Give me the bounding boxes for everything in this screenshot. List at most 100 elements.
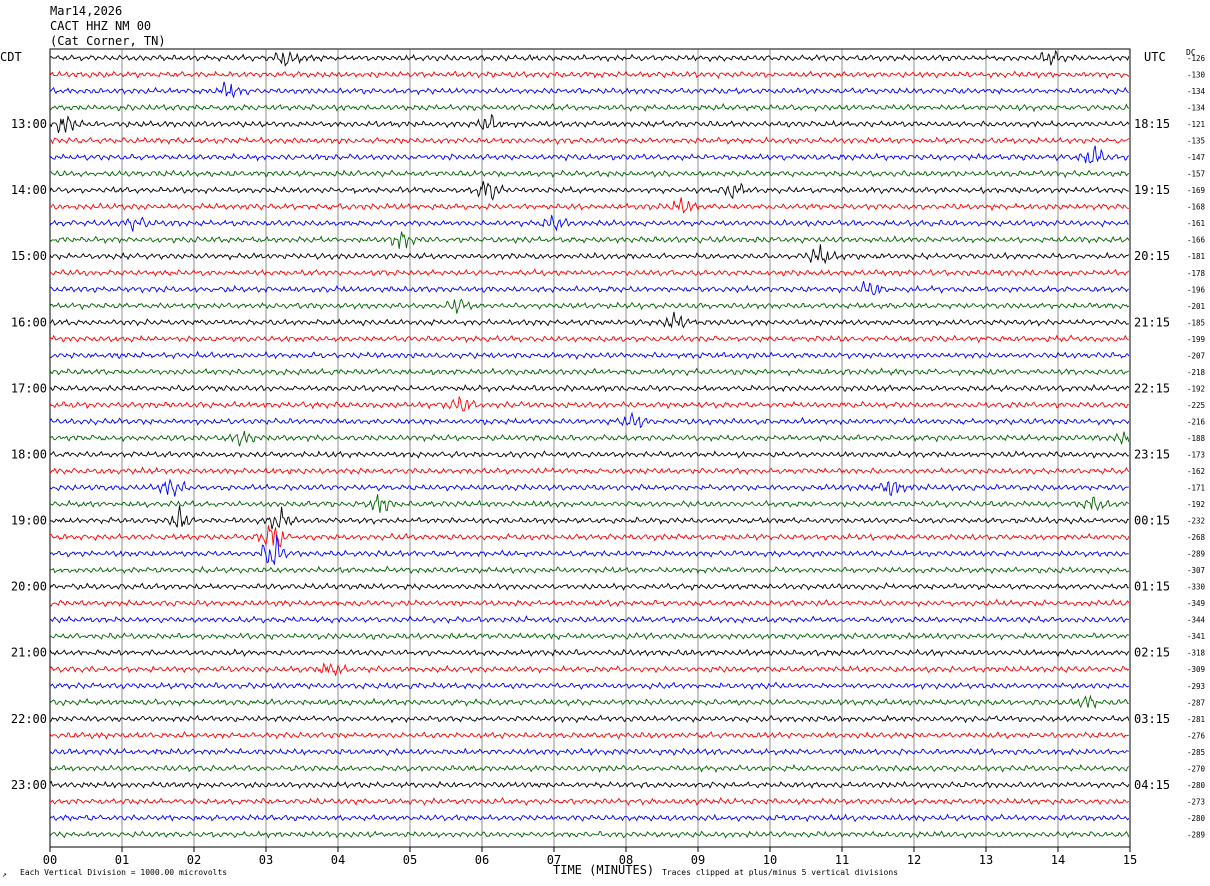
plot-date: Mar14,2026 xyxy=(50,4,123,18)
right-hour-label: 19:15 xyxy=(1134,183,1170,197)
right-hour-label: 00:15 xyxy=(1134,514,1170,528)
right-hour-label: 03:15 xyxy=(1134,712,1170,726)
dc-offset-label: -134 xyxy=(1187,87,1206,96)
x-tick-label: 10 xyxy=(763,853,777,867)
dc-offset-label: -169 xyxy=(1187,186,1205,195)
left-hour-label: 13:00 xyxy=(11,117,47,131)
dc-offset-label: -281 xyxy=(1187,715,1205,724)
dc-offset-label: -270 xyxy=(1187,764,1206,773)
dc-offset-label: -318 xyxy=(1187,649,1206,658)
dc-offset-label: -121 xyxy=(1187,120,1205,129)
seismic-trace xyxy=(49,631,1130,641)
dc-offset-label: -293 xyxy=(1187,682,1205,691)
plot-frame xyxy=(49,48,1131,848)
left-hour-label: 21:00 xyxy=(11,646,47,660)
seismic-trace xyxy=(49,367,1130,377)
seismic-trace xyxy=(49,215,1129,232)
seismic-trace xyxy=(49,395,1129,412)
x-tick-label: 11 xyxy=(835,853,849,867)
x-tick-label: 08 xyxy=(619,853,633,867)
seismic-trace xyxy=(49,582,1129,591)
left-hour-label: 15:00 xyxy=(11,249,47,263)
seismic-trace xyxy=(49,466,1130,475)
seismic-trace xyxy=(49,81,1129,99)
x-tick-label: 07 xyxy=(547,853,561,867)
dc-offset-label: -309 xyxy=(1187,665,1205,674)
right-hour-label: 23:15 xyxy=(1134,447,1170,461)
right-hour-label: 18:15 xyxy=(1134,117,1170,131)
scale-note: Each Vertical Division = 1000.00 microvo… xyxy=(20,868,228,877)
dc-offset-label: -135 xyxy=(1187,137,1205,146)
dc-offset-label: -134 xyxy=(1187,104,1206,113)
dc-offset-label: -276 xyxy=(1187,731,1206,740)
clip-note: Traces clipped at plus/minus 5 vertical … xyxy=(662,868,899,877)
seismic-trace xyxy=(49,181,1129,201)
seismic-trace xyxy=(49,169,1130,179)
x-tick-label: 00 xyxy=(43,853,57,867)
dc-offset-label: -289 xyxy=(1187,830,1205,839)
dc-offset-label: -161 xyxy=(1187,219,1205,228)
seismic-trace xyxy=(49,334,1129,344)
seismic-trace xyxy=(49,494,1130,513)
x-tick-label: 06 xyxy=(475,853,489,867)
corner-mark: ↗ xyxy=(2,870,7,879)
x-tick-label: 12 xyxy=(907,853,921,867)
seismic-trace xyxy=(49,763,1130,774)
left-hour-label: 18:00 xyxy=(11,447,47,461)
dc-offset-label: -199 xyxy=(1187,335,1205,344)
seismic-trace xyxy=(49,383,1130,393)
dc-offset-label: -289 xyxy=(1187,550,1205,559)
right-hour-label: 22:15 xyxy=(1134,381,1170,395)
seismic-trace xyxy=(49,145,1130,164)
dc-offset-label: -147 xyxy=(1187,153,1205,162)
x-axis-title: TIME (MINUTES) xyxy=(553,863,655,877)
right-hour-label: 01:15 xyxy=(1134,580,1170,594)
right-hour-label: 02:15 xyxy=(1134,646,1170,660)
dc-offset-label: -192 xyxy=(1187,500,1205,509)
seismic-trace xyxy=(49,534,1129,565)
seismic-trace xyxy=(49,813,1130,823)
x-tick-label: 09 xyxy=(691,853,705,867)
seismic-trace xyxy=(49,244,1130,265)
left-hour-label: 17:00 xyxy=(11,381,47,395)
seismic-trace xyxy=(49,102,1130,113)
dc-offset-label: -330 xyxy=(1187,583,1206,592)
dc-offset-label: -307 xyxy=(1187,566,1205,575)
seismic-trace xyxy=(49,662,1130,676)
dc-offset-label: -218 xyxy=(1187,368,1206,377)
seismic-trace xyxy=(49,730,1129,740)
seismic-trace xyxy=(49,615,1129,624)
left-hour-label: 16:00 xyxy=(11,315,47,329)
seismic-trace xyxy=(49,113,1130,134)
seismic-trace xyxy=(49,830,1130,839)
dc-offset-label: -166 xyxy=(1187,236,1206,245)
x-tick-label: 02 xyxy=(187,853,201,867)
dc-offset-label: -126 xyxy=(1187,54,1206,63)
dc-offset-label: -168 xyxy=(1187,203,1206,212)
dc-offset-label: -287 xyxy=(1187,698,1205,707)
x-tick-label: 03 xyxy=(259,853,273,867)
right-hour-label: 20:15 xyxy=(1134,249,1170,263)
dc-offset-label: -178 xyxy=(1187,269,1206,278)
left-hour-label: 23:00 xyxy=(11,778,47,792)
right-hour-label: 21:15 xyxy=(1134,315,1170,329)
dc-offset-label: -171 xyxy=(1187,484,1205,493)
seismic-trace xyxy=(49,796,1130,806)
left-hour-label: 19:00 xyxy=(11,514,47,528)
left-hour-label: 14:00 xyxy=(11,183,47,197)
left-hour-label: 20:00 xyxy=(11,580,47,594)
left-timezone-label: CDT xyxy=(0,50,22,64)
seismic-trace xyxy=(49,478,1129,497)
dc-offset-label: -196 xyxy=(1187,285,1206,294)
seismic-trace xyxy=(49,450,1129,459)
seismic-trace xyxy=(49,136,1130,146)
seismic-trace xyxy=(49,311,1129,329)
seismic-trace xyxy=(49,350,1130,360)
right-timezone-label: UTC xyxy=(1144,50,1166,64)
seismic-trace xyxy=(49,231,1130,249)
x-tick-label: 04 xyxy=(331,853,345,867)
dc-offset-label: -207 xyxy=(1187,351,1205,360)
dc-offset-label: -181 xyxy=(1187,252,1205,261)
dc-offset-label: -280 xyxy=(1187,814,1206,823)
seismic-trace xyxy=(49,411,1130,429)
